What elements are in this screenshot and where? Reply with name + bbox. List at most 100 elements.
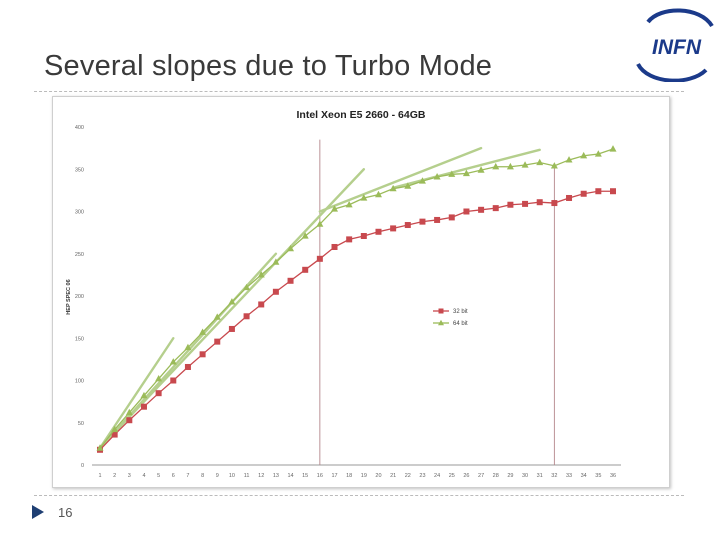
data-point-64bit [199, 328, 207, 335]
data-point-64bit [433, 173, 441, 180]
data-point-32bit [346, 236, 353, 243]
slope-trend-line [318, 146, 483, 213]
x-tick-label: 8 [201, 473, 204, 479]
data-point-32bit [214, 338, 221, 345]
data-point-64bit [360, 194, 368, 201]
data-point-32bit [228, 325, 235, 332]
x-tick-label: 12 [258, 473, 264, 479]
data-point-64bit [257, 271, 265, 278]
data-point-64bit [418, 177, 426, 184]
data-point-64bit [345, 200, 353, 208]
data-point-32bit [360, 233, 367, 240]
data-point-32bit [463, 208, 470, 215]
data-point-32bit [536, 199, 543, 206]
x-tick-label: 5 [157, 473, 160, 479]
x-tick-label: 24 [434, 473, 440, 479]
data-point-64bit [316, 220, 324, 227]
data-point-64bit [155, 375, 163, 382]
slope-trend-line [98, 168, 366, 450]
data-point-32bit [184, 363, 191, 370]
data-point-64bit [169, 358, 177, 365]
data-point-32bit [199, 351, 206, 358]
x-tick-label: 16 [317, 473, 323, 479]
data-point-64bit [228, 298, 236, 305]
y-axis-label: HEP SPEC 06 [66, 279, 72, 314]
x-tick-label: 33 [566, 473, 572, 479]
data-point-32bit [243, 313, 250, 320]
y-tick-label: 400 [75, 125, 84, 131]
bullet-arrow-icon [32, 505, 44, 519]
data-point-64bit [389, 184, 397, 192]
data-point-64bit [272, 258, 280, 265]
slope-trend-line [98, 337, 175, 450]
infn-logo-icon: INFN [636, 8, 714, 82]
x-tick-label: 19 [361, 473, 367, 479]
data-point-32bit [155, 390, 162, 397]
y-tick-label: 50 [78, 421, 84, 427]
data-point-32bit [258, 301, 265, 308]
y-tick-label: 300 [75, 210, 84, 216]
data-point-32bit [302, 266, 309, 273]
data-point-32bit [287, 277, 294, 284]
data-point-64bit [521, 161, 529, 168]
x-tick-label: 18 [346, 473, 352, 479]
x-tick-label: 13 [273, 473, 279, 479]
x-tick-label: 36 [610, 473, 616, 479]
x-tick-label: 14 [287, 473, 293, 479]
slide-title: Several slopes due to Turbo Mode [44, 50, 493, 82]
data-point-32bit [404, 222, 411, 229]
data-point-32bit [551, 200, 558, 207]
x-tick-label: 3 [128, 473, 131, 479]
data-point-32bit [111, 431, 118, 438]
data-point-32bit [419, 218, 426, 225]
legend-marker [438, 319, 444, 326]
series-line [99, 190, 613, 451]
x-tick-label: 15 [302, 473, 308, 479]
data-point-64bit [462, 169, 470, 177]
slope-trend-line [391, 148, 541, 190]
x-tick-label: 30 [522, 473, 528, 479]
data-point-32bit [434, 216, 441, 223]
data-point-32bit [610, 188, 616, 195]
y-tick-label: 0 [81, 463, 84, 469]
x-tick-label: 23 [419, 473, 425, 479]
data-point-32bit [507, 201, 514, 208]
data-point-64bit [331, 205, 339, 212]
data-point-64bit [404, 182, 412, 189]
data-point-32bit [272, 288, 279, 295]
data-point-32bit [522, 200, 529, 207]
title-divider [34, 91, 684, 92]
footer-divider [34, 495, 684, 496]
x-tick-label: 25 [449, 473, 455, 479]
x-tick-label: 27 [478, 473, 484, 479]
y-tick-label: 100 [75, 379, 84, 385]
data-point-32bit [595, 188, 602, 195]
data-point-32bit [566, 194, 573, 201]
x-tick-label: 11 [244, 473, 250, 479]
data-point-64bit [96, 444, 104, 451]
data-point-32bit [492, 205, 499, 212]
legend-label: 64 bit [453, 321, 468, 327]
x-tick-label: 6 [172, 473, 175, 479]
x-tick-label: 29 [507, 473, 513, 479]
data-point-64bit [287, 244, 295, 252]
y-tick-label: 350 [75, 167, 84, 173]
data-point-64bit [536, 158, 544, 166]
x-tick-label: 2 [113, 473, 116, 479]
data-point-64bit [125, 408, 133, 416]
legend-marker [438, 308, 444, 314]
x-tick-label: 35 [595, 473, 601, 479]
x-tick-label: 34 [581, 473, 587, 479]
data-point-64bit [374, 190, 382, 198]
data-point-32bit [390, 225, 397, 232]
data-point-64bit [506, 162, 514, 170]
x-tick-label: 1 [98, 473, 101, 479]
data-point-64bit [565, 156, 573, 163]
data-point-64bit [301, 232, 309, 239]
data-point-32bit [331, 243, 338, 250]
data-point-32bit [375, 228, 382, 235]
x-tick-label: 21 [390, 473, 396, 479]
x-tick-label: 10 [229, 473, 235, 479]
line-chart: Intel Xeon E5 2660 - 64GB HEP SPEC 06 0 5… [66, 109, 621, 479]
legend-label: 32 bit [453, 309, 468, 315]
